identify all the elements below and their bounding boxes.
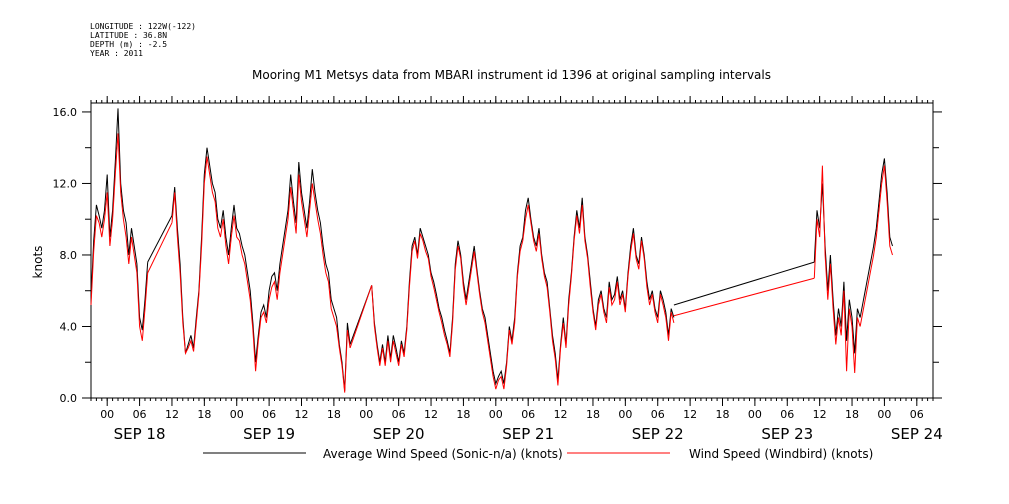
- x-tick-label: 06: [392, 408, 406, 421]
- x-tick-label: 00: [748, 408, 762, 421]
- x-tick-label: 12: [424, 408, 438, 421]
- x-tick-label: 00: [230, 408, 244, 421]
- gap-connector-0: [147, 215, 173, 263]
- x-day-label: SEP 18: [114, 425, 166, 443]
- x-tick-label: 18: [197, 408, 211, 421]
- meta-longitude: LONGITUDE : 122W(-122): [90, 22, 196, 31]
- x-day-label: SEP 22: [632, 425, 684, 443]
- meta-year: YEAR : 2011: [90, 49, 143, 58]
- axes: 00 06 12 18 00 06 12 18 00 06 12 18 00 06 12 18 00 06 12 18…: [53, 96, 943, 443]
- x-tick-label: 00: [618, 408, 632, 421]
- gap-connector-1: [673, 277, 815, 317]
- x-tick-label: 18: [586, 408, 600, 421]
- x-tick-label: 12: [813, 408, 827, 421]
- x-tick-label: 18: [845, 408, 859, 421]
- gap-connector-0: [673, 261, 815, 306]
- metadata-block: LONGITUDE : 122W(-122) LATITUDE : 36.8N …: [90, 22, 196, 58]
- series-lines: [90, 108, 893, 393]
- x-tick-label: 18: [716, 408, 730, 421]
- y-tick-label: 4.0: [60, 320, 78, 333]
- chart-title: Mooring M1 Metsys data from MBARI instru…: [252, 68, 771, 82]
- x-tick-label: 06: [910, 408, 924, 421]
- legend-label-average: Average Wind Speed (Sonic-n/a) (knots): [323, 447, 563, 461]
- x-day-label: SEP 19: [243, 425, 295, 443]
- y-axis-label: knots: [31, 246, 45, 279]
- x-tick-label: 06: [521, 408, 535, 421]
- y-tick-label: 16.0: [53, 106, 78, 119]
- plot-frame: [90, 102, 934, 399]
- x-tick-label: 06: [651, 408, 665, 421]
- x-tick-label: 12: [165, 408, 179, 421]
- legend: Average Wind Speed (Sonic-n/a) (knots) Wi…: [203, 447, 873, 461]
- gap-connector-0: [859, 245, 875, 318]
- gap-connector-1: [859, 254, 875, 327]
- x-tick-label: 12: [683, 408, 697, 421]
- x-tick-label: 00: [489, 408, 503, 421]
- x-tick-label: 12: [295, 408, 309, 421]
- x-tick-label: 06: [262, 408, 276, 421]
- series-line-1: [90, 133, 893, 393]
- x-day-label: SEP 23: [761, 425, 813, 443]
- x-tick-label: 00: [877, 408, 891, 421]
- x-day-label: SEP 24: [891, 425, 943, 443]
- series-line-0: [90, 108, 893, 391]
- x-tick-label: 00: [100, 408, 114, 421]
- x-tick-label: 12: [554, 408, 568, 421]
- gap-connector-1: [147, 222, 173, 274]
- x-tick-label: 18: [456, 408, 470, 421]
- x-tick-label: 18: [327, 408, 341, 421]
- x-tick-label: 06: [133, 408, 147, 421]
- x-tick-label: 00: [359, 408, 373, 421]
- y-tick-label: 12.0: [53, 177, 78, 190]
- y-tick-label: 8.0: [60, 249, 78, 262]
- x-day-label: SEP 20: [373, 425, 425, 443]
- x-day-label: SEP 21: [502, 425, 554, 443]
- x-tick-label: 06: [780, 408, 794, 421]
- meta-depth: DEPTH (m) : -2.5: [90, 40, 168, 49]
- y-tick-label: 0.0: [60, 392, 78, 405]
- gap-connector-1: [349, 285, 373, 349]
- meta-latitude: LATITUDE : 36.8N: [90, 31, 168, 40]
- legend-label-windbird: Wind Speed (Windbird) (knots): [689, 447, 873, 461]
